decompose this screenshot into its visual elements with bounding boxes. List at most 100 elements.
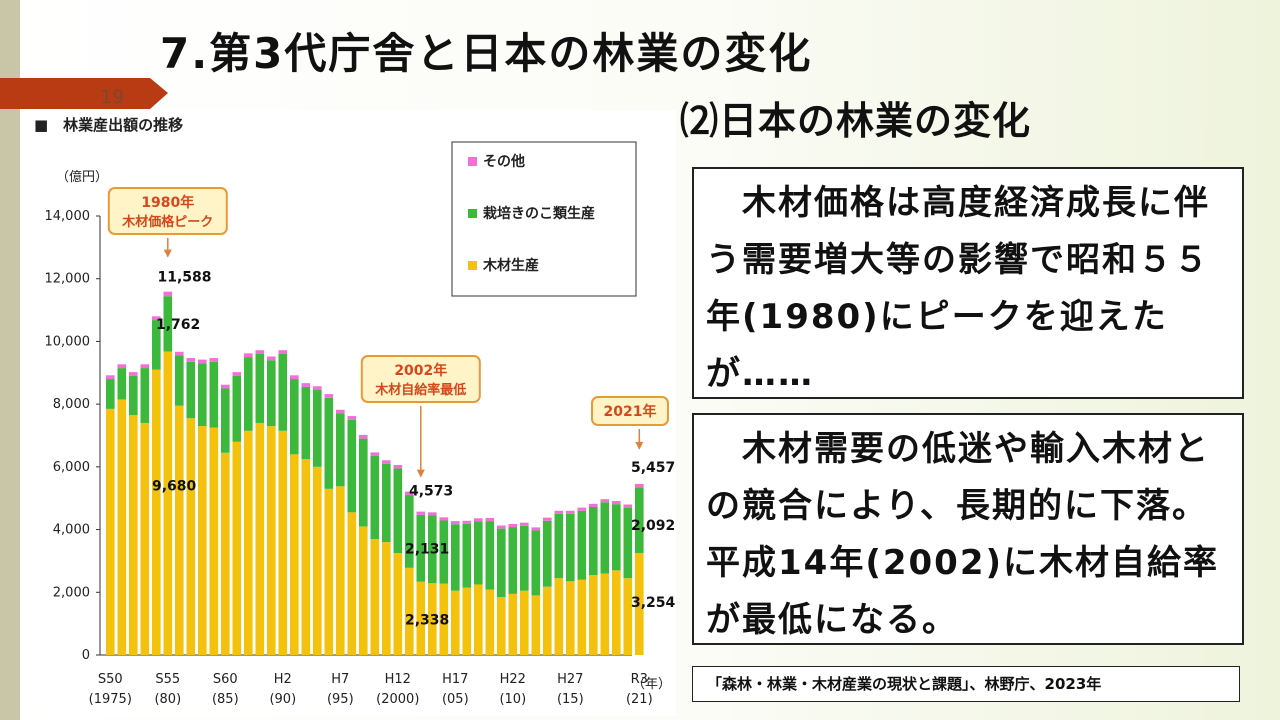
x-tick-label-year: (95): [327, 692, 354, 707]
bar-segment-wood: [566, 581, 575, 655]
bar-segment-wood: [485, 589, 495, 655]
x-tick-label-era: S55: [155, 672, 180, 687]
bar-segment-other: [186, 358, 196, 362]
bar-segment-other: [175, 351, 184, 356]
bar-segment-other: [416, 511, 426, 515]
legend-swatch: [468, 209, 477, 218]
bar-segment-wood: [140, 422, 150, 655]
bar-segment-wood: [474, 584, 483, 655]
bar-segment-wood: [612, 570, 621, 655]
text-box-decline-body: 木材需要の低迷や輸入木材との競合により、長期的に下落。平成14年(2002)に木…: [706, 429, 1220, 640]
forestry-output-chart: ■ 林業産出額の推移 （億円） （年） 0 2,000 4,000 6,000 8,00…: [34, 116, 676, 707]
x-tick-label-year: (1975): [89, 692, 132, 707]
callout-box: [107, 187, 228, 235]
chart-panel: ■ 林業産出額の推移 （億円） （年） 0 2,000 4,000 6,000 8,00…: [28, 110, 676, 716]
bar-segment-other: [474, 518, 483, 522]
y-tick-label: 14,000: [45, 209, 91, 224]
bar-segment-mushroom: [554, 513, 564, 579]
bar-segment-other: [554, 510, 564, 514]
bar-segment-wood: [508, 593, 518, 655]
bar-segment-wood: [451, 590, 460, 655]
y-tick-label: 8,000: [53, 397, 90, 412]
bar-segment-other: [497, 525, 506, 529]
bar-segment-other: [566, 510, 575, 514]
bar-segment-other: [163, 291, 173, 297]
bar-segment-other: [623, 504, 633, 508]
bar-segment-other: [278, 350, 288, 354]
callout-label-year: 2021年: [604, 403, 657, 420]
bar-segment-mushroom: [474, 521, 483, 585]
bar-segment-other: [129, 372, 138, 376]
bar-segment-mushroom: [175, 355, 184, 406]
bar-segment-other: [244, 353, 253, 358]
x-tick-label-year: (15): [557, 692, 584, 707]
x-tick-label-era: H2: [274, 672, 292, 687]
bar-segment-mushroom: [186, 361, 196, 419]
bar-segment-mushroom: [232, 375, 242, 442]
y-tick-label: 0: [82, 648, 90, 663]
bar-segment-wood: [405, 567, 414, 655]
bar-segment-wood: [117, 399, 127, 655]
text-box-peak-body: 木材価格は高度経済成長に伴う需要増大等の影響で昭和５５年(1980)にピークを迎…: [706, 183, 1210, 394]
bar-segment-mushroom: [198, 363, 207, 427]
x-tick-label-era: H17: [442, 672, 468, 687]
bar-segment-other: [117, 364, 127, 369]
x-tick-label-year: (10): [499, 692, 526, 707]
bar-segment-mushroom: [428, 515, 437, 584]
x-tick-label-era: H7: [331, 672, 349, 687]
bar-segment-other: [577, 507, 587, 511]
bar-segment-mushroom: [531, 530, 541, 596]
bar-segment-mushroom: [267, 360, 276, 427]
y-axis-unit: （億円）: [56, 169, 108, 185]
legend-box: [451, 141, 637, 297]
value-label-low-mushroom: 2,131: [405, 541, 449, 557]
bar-segment-mushroom: [140, 368, 150, 423]
bar-segment-mushroom: [485, 521, 495, 590]
x-tick-label-year: (2000): [376, 692, 419, 707]
x-tick-label-era: S50: [98, 672, 123, 687]
bar-segment-wood: [175, 405, 184, 655]
bar-segment-other: [393, 464, 403, 469]
bar-segment-mushroom: [152, 320, 161, 370]
bar-segment-wood: [232, 441, 242, 655]
bar-segment-mushroom: [117, 368, 127, 400]
x-tick-label-year: (80): [154, 692, 181, 707]
bar-segment-wood: [543, 586, 552, 655]
bar-segment-mushroom: [106, 379, 115, 409]
legend-label: 木材生産: [482, 257, 539, 274]
callout-label-year: 2002年: [394, 362, 447, 379]
bar-segment-wood: [255, 422, 265, 655]
bar-segment-mushroom: [405, 495, 414, 568]
bar-segment-other: [221, 384, 230, 389]
x-tick-label-year: (05): [442, 692, 469, 707]
bar-segment-wood: [198, 426, 207, 655]
bar-segment-other: [198, 359, 207, 364]
source-citation: 「森林・林業・木材産業の現状と課題」、林野庁、2023年: [692, 666, 1240, 702]
bar-segment-mushroom: [336, 413, 345, 487]
bar-segment-other: [428, 512, 437, 516]
bar-segment-mushroom: [209, 361, 219, 428]
text-box-peak: 木材価格は高度経済成長に伴う需要増大等の影響で昭和５５年(1980)にピークを迎…: [692, 167, 1244, 399]
bar-segment-mushroom: [623, 507, 633, 579]
text-box-decline: 木材需要の低迷や輸入木材との競合により、長期的に下落。平成14年(2002)に木…: [692, 413, 1244, 645]
bar-segment-wood: [520, 590, 529, 655]
bar-segment-mushroom: [278, 353, 288, 431]
bar-segment-mushroom: [612, 504, 621, 571]
bar-segment-mushroom: [508, 527, 518, 594]
value-label-low-total: 4,573: [409, 484, 453, 500]
x-tick-label-era: S60: [213, 672, 238, 687]
y-tick-label: 4,000: [53, 523, 90, 538]
bar-segment-mushroom: [255, 353, 265, 423]
bar-segment-mushroom: [129, 375, 138, 416]
bar-segment-other: [140, 364, 150, 369]
bar-segment-other: [439, 517, 449, 521]
bar-segment-other: [290, 375, 299, 380]
bar-segment-mushroom: [393, 468, 403, 554]
bar-segment-other: [612, 501, 621, 505]
bar-segment-wood: [497, 596, 506, 655]
bar-segment-wood: [290, 454, 299, 655]
bar-segment-other: [313, 386, 322, 391]
value-label-low-wood: 2,338: [405, 613, 449, 629]
value-label-peak-total: 11,588: [158, 270, 212, 286]
bar-segment-mushroom: [382, 463, 391, 543]
